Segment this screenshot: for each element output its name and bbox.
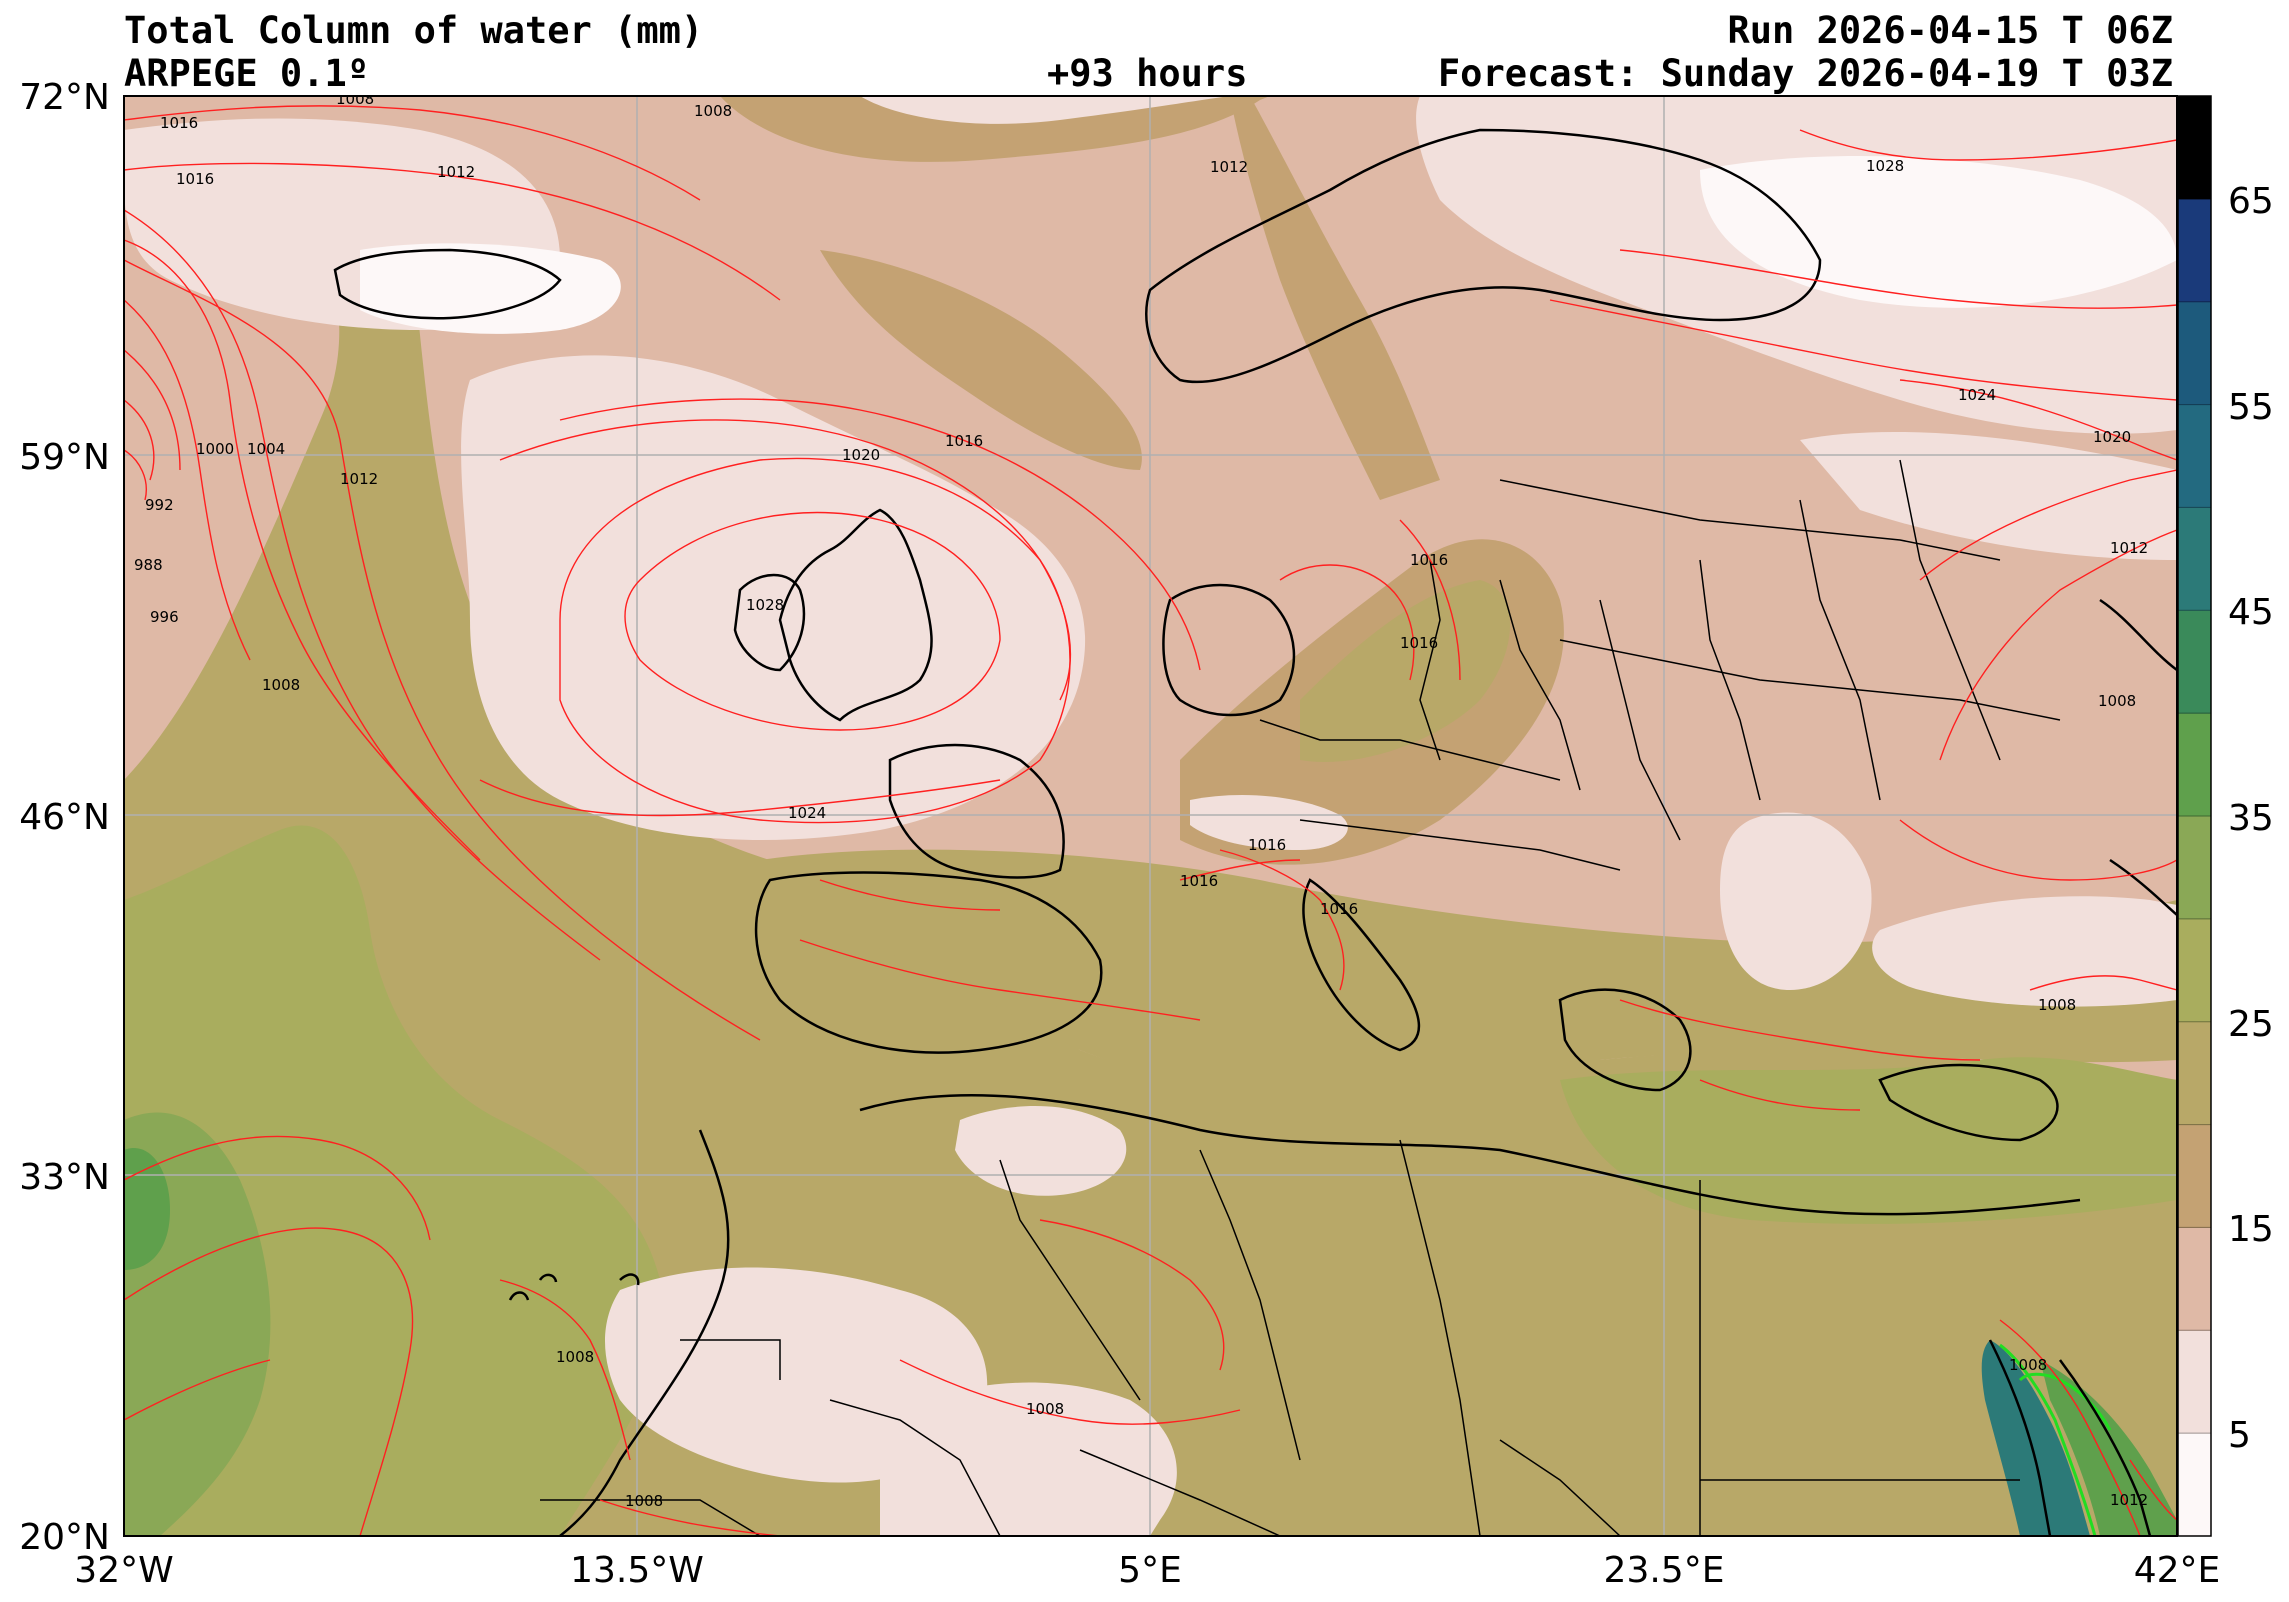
colorbar-segment [2178, 713, 2211, 817]
isobar-label: 1012 [2110, 539, 2148, 557]
isobar-label: 1020 [842, 446, 880, 464]
colorbar-segment [2178, 1330, 2211, 1434]
longitude-labels: 32°W 13.5°W 5°E 23.5°E 42°E [74, 1550, 2220, 1591]
model-name: ARPEGE 0.1º [124, 52, 370, 95]
colorbar-labels: 5 15 25 35 45 55 65 [2228, 181, 2274, 1456]
colorbar-segment [2178, 507, 2211, 611]
isobar-label: 1024 [1958, 386, 1996, 404]
isobar-label: 1008 [262, 676, 300, 694]
dry-north-africa [955, 1106, 1127, 1196]
isobar-label: 1008 [2038, 996, 2076, 1014]
dry-sahara-central [880, 1382, 1177, 1536]
dry-east-europe [1720, 812, 1872, 990]
latitude-labels: 72°N 59°N 46°N 33°N 20°N [19, 77, 110, 1558]
lon-label: 13.5°W [570, 1550, 704, 1591]
isobar-label: 1008 [2009, 1356, 2047, 1374]
colorbar-tick-label: 25 [2228, 1004, 2274, 1045]
map-frame [123, 95, 2178, 1537]
moist-sw-spot [124, 1148, 170, 1270]
colorbar-segment [2178, 1124, 2211, 1228]
dry-russia [1800, 431, 2177, 560]
isobar-label: 992 [145, 496, 174, 514]
isobar-label: 1012 [2110, 1491, 2148, 1509]
isobar-label: 1008 [1026, 1400, 1064, 1418]
lat-label: 20°N [19, 1517, 110, 1558]
colorbar-segment [2178, 610, 2211, 714]
moist-east-med [1560, 1057, 2177, 1224]
colorbar-segment [2178, 816, 2211, 920]
lat-label: 46°N [19, 797, 110, 838]
red-sea-edge [2040, 1360, 2177, 1536]
isobars [124, 105, 2177, 1536]
colorbar-tick-label: 65 [2228, 181, 2274, 222]
colorbar-tick-label: 55 [2228, 387, 2274, 428]
colorbar-segment [2178, 404, 2211, 508]
colorbar-segment [2178, 918, 2211, 1023]
lon-label: 23.5°E [1604, 1550, 1725, 1591]
lat-label: 59°N [19, 437, 110, 478]
colorbar-segment [2178, 1227, 2211, 1331]
colorbar-tick-label: 35 [2228, 798, 2274, 839]
isobar-label: 1016 [1320, 900, 1358, 918]
isobar-label: 996 [150, 608, 179, 626]
colorbar-segment [2178, 301, 2211, 406]
isobar-label: 1016 [176, 170, 214, 188]
isobar-label: 1000 [196, 440, 234, 458]
dry-iceland [360, 243, 621, 334]
isobar-label: 1016 [160, 114, 198, 132]
isobar-label: 1028 [746, 596, 784, 614]
red-sea-moist [1981, 1340, 2090, 1536]
dry-atlantic-high [461, 355, 1086, 840]
lead-time: +93 hours [1047, 52, 1248, 95]
isobar-label: 1008 [336, 90, 374, 108]
isobar-label: 1016 [1400, 634, 1438, 652]
colorbar-segment [2178, 1433, 2211, 1537]
dry-alps [1190, 795, 1348, 850]
colorbar-segment [2178, 198, 2211, 303]
mid-north-band [720, 96, 1270, 162]
isobar-label: 1008 [694, 102, 732, 120]
isobar-label: 1012 [340, 470, 378, 488]
colorbar [2178, 96, 2211, 1537]
colorbar-segment [2178, 1021, 2211, 1126]
isobar-label: 1008 [2098, 692, 2136, 710]
mid-north-sea [1230, 96, 1440, 500]
colorbar-segment [2178, 96, 2211, 200]
isobar-label: 1004 [247, 440, 285, 458]
isobar-label: 1008 [556, 1348, 594, 1366]
isobar-label: 1028 [1866, 157, 1904, 175]
dry-north-strip [860, 96, 1230, 124]
isobar-labels: 1008 1008 1016 1016 1012 1020 1016 1028 … [134, 90, 2148, 1510]
moist-mediterranean [760, 849, 2177, 1082]
lat-label: 33°N [19, 1157, 110, 1198]
isobar-label: 1024 [788, 804, 826, 822]
isobar-label: 988 [134, 556, 163, 574]
map-title: Total Column of water (mm) [124, 9, 704, 52]
moist-germany [1300, 580, 1510, 762]
colorbar-tick-label: 5 [2228, 1415, 2251, 1456]
lat-label: 72°N [19, 77, 110, 118]
borders [540, 459, 2061, 1536]
dry-turkey [1872, 896, 2177, 1007]
mid-norway-band [820, 250, 1142, 470]
isobar-label: 1016 [1410, 551, 1448, 569]
colorbar-frame [2177, 95, 2212, 1537]
lon-label: 42°E [2134, 1550, 2221, 1591]
forecast-time: Forecast: Sunday 2026-04-19 T 03Z [1437, 52, 2173, 95]
isobar-label: 1012 [437, 163, 475, 181]
run-time: Run 2026-04-15 T 06Z [1727, 9, 2173, 52]
lon-label: 32°W [74, 1550, 173, 1591]
colorbar-tick-label: 45 [2228, 592, 2274, 633]
lon-label: 5°E [1118, 1550, 1182, 1591]
coastlines [333, 128, 2177, 1536]
isobar-label: 1008 [625, 1492, 663, 1510]
colorbar-tick-label: 15 [2228, 1209, 2274, 1250]
isobar-label: 1020 [2093, 428, 2131, 446]
isobar-label: 1016 [945, 432, 983, 450]
map-field: 1008 1008 1016 1016 1012 1020 1016 1028 … [124, 90, 2177, 1536]
isobar-label: 1016 [1248, 836, 1286, 854]
isobar-label: 1016 [1180, 872, 1218, 890]
isobar-label: 1012 [1210, 158, 1248, 176]
